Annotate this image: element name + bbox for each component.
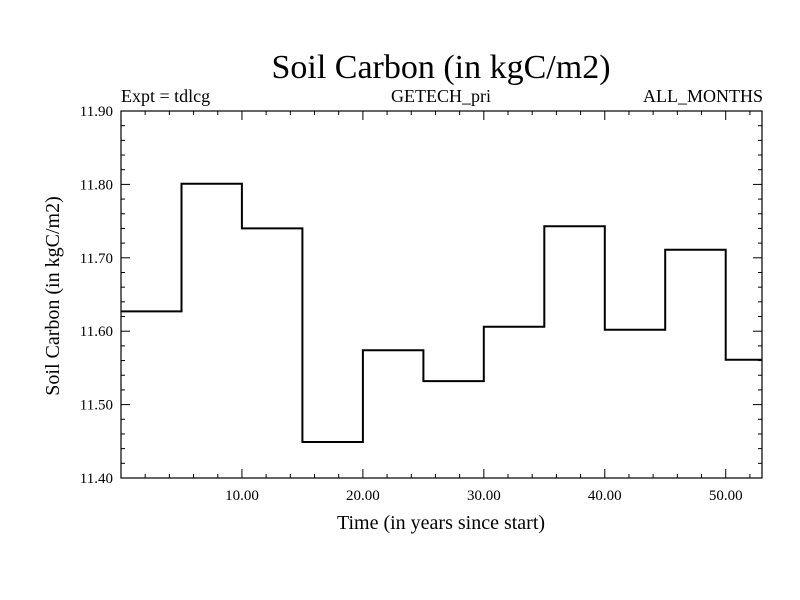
y-tick-label: 11.70 — [80, 251, 113, 267]
y-axis-label: Soil Carbon (in kgC/m2) — [42, 196, 64, 395]
x-tick-label: 30.00 — [467, 488, 501, 504]
y-tick-label: 11.80 — [80, 177, 113, 193]
subtitle-right: ALL_MONTHS — [643, 86, 763, 106]
y-axis-ticks: 11.40 11.50 11.60 11.70 11.80 11.90 — [80, 104, 762, 487]
series-line — [121, 182, 762, 443]
series-soil-carbon — [121, 182, 762, 443]
y-tick-label: 11.60 — [80, 324, 113, 340]
y-tick-label: 11.90 — [80, 104, 113, 120]
x-minor-ticks — [144, 111, 751, 478]
y-tick-label: 11.50 — [80, 398, 113, 414]
y-tick-label: 11.40 — [80, 471, 113, 487]
x-axis-label: Time (in years since start) — [337, 512, 545, 534]
subtitle-center: GETECH_pri — [391, 86, 491, 106]
x-tick-label: 10.00 — [225, 488, 259, 504]
subtitle-left: Expt = tdlcg — [121, 86, 210, 106]
plot-frame — [120, 110, 763, 479]
x-tick-label: 50.00 — [709, 488, 743, 504]
x-axis-ticks: 10.00 20.00 30.00 40.00 50.00 — [225, 111, 743, 504]
chart-title: Soil Carbon (in kgC/m2) — [271, 49, 610, 86]
y-minor-ticks — [121, 125, 762, 464]
x-tick-label: 40.00 — [588, 488, 622, 504]
x-tick-label: 20.00 — [346, 488, 380, 504]
